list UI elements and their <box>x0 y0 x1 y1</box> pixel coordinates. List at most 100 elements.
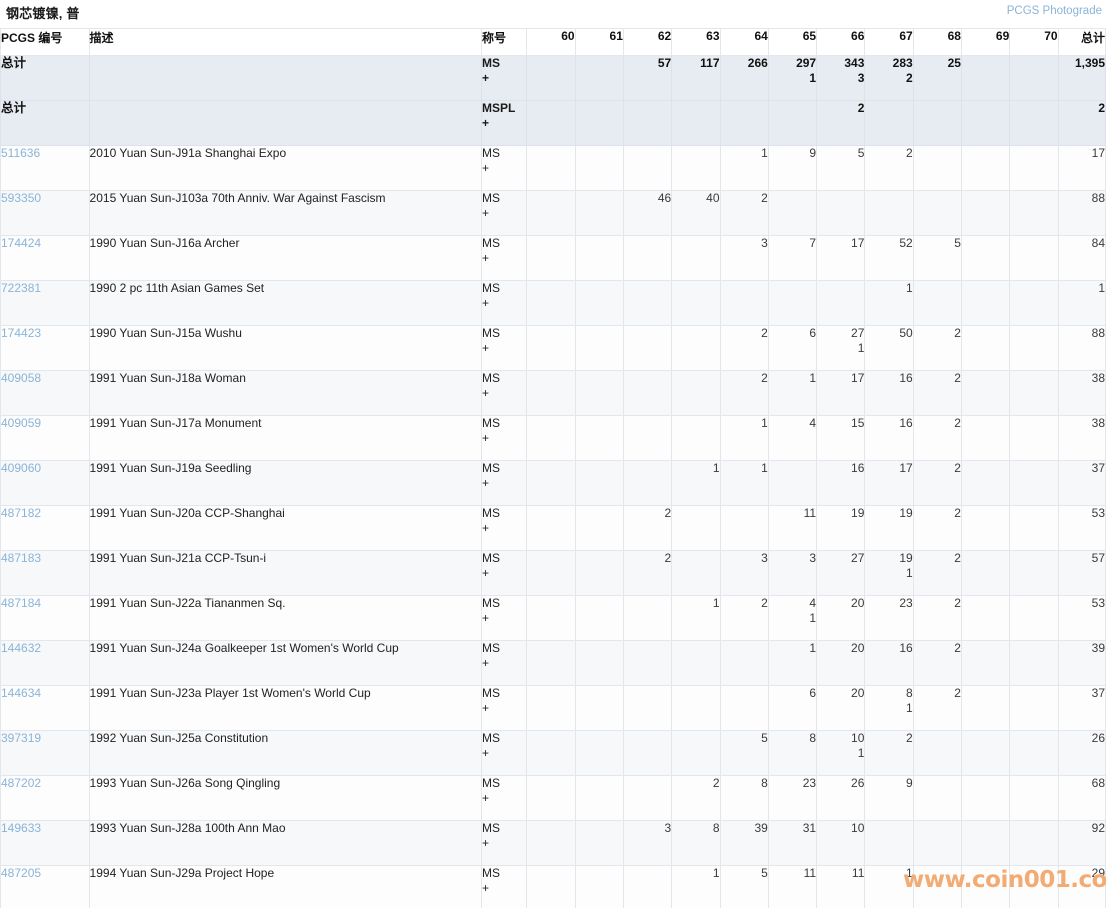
grade-count: 17 <box>899 461 913 475</box>
pcgs-number-link[interactable]: 409059 <box>1 416 42 430</box>
column-header-pcgs-number[interactable]: PCGS 编号 <box>0 28 90 56</box>
pcgs-number-link[interactable]: 144634 <box>1 686 42 700</box>
grade-cell-66: 5 <box>816 145 866 191</box>
grade-count: 31 <box>802 821 817 835</box>
grade-count: 3 <box>664 821 672 835</box>
grade-count: 8 <box>712 821 720 835</box>
column-header-grade-70[interactable]: 70 <box>1009 28 1059 56</box>
pcgs-number-link[interactable]: 409060 <box>1 461 42 475</box>
grade-count: 19 <box>899 506 913 520</box>
grade-cell-64: 1 <box>719 145 769 191</box>
grade-cell-65: 297 1 <box>767 55 818 101</box>
pcgs-number-link[interactable]: 397319 <box>1 731 42 745</box>
pcgs-number-link[interactable]: 487182 <box>1 506 42 520</box>
grade-cell-69 <box>960 370 1011 416</box>
column-header-grade-69[interactable]: 69 <box>960 28 1011 56</box>
grade-plus-count: 1 <box>809 71 817 85</box>
grade-cell-63: 1 <box>671 865 721 908</box>
total-label: 总计 <box>1 56 27 70</box>
designation-main: MS <box>482 281 501 295</box>
column-header-grade-68[interactable]: 68 <box>912 28 962 56</box>
grade-plus-count: 1 <box>857 746 865 760</box>
pcgs-number-link[interactable]: 487184 <box>1 596 42 610</box>
grade-cell-70 <box>1009 595 1059 641</box>
designation-main: MS <box>482 866 501 880</box>
pcgs-photograde-link[interactable]: PCGS Photograde <box>1006 5 1102 17</box>
grade-cell-60 <box>526 190 576 236</box>
pcgs-number-link[interactable]: 487205 <box>1 866 42 880</box>
designation-main: MS <box>482 506 501 520</box>
pcgs-number-link[interactable]: 144632 <box>1 641 42 655</box>
row-total-cell: 29 <box>1057 865 1106 908</box>
table-row: 144632 1991 Yuan Sun-J24a Goalkeeper 1st … <box>0 640 1106 686</box>
grade-cell-63: 1 <box>671 595 721 641</box>
column-header-grade-60[interactable]: 60 <box>526 28 576 56</box>
column-header-designation[interactable]: 称号 <box>481 28 528 56</box>
column-header-grade-66[interactable]: 66 <box>816 28 866 56</box>
column-header-description[interactable]: 描述 <box>88 28 483 56</box>
grade-cell-67: 17 <box>864 460 914 506</box>
column-header-grade-65[interactable]: 65 <box>767 28 818 56</box>
pcgs-number-link[interactable]: 487183 <box>1 551 42 565</box>
designation-main: MS <box>482 146 501 160</box>
grade-cell-64: 39 <box>719 820 769 866</box>
designation-main: MS <box>482 731 501 745</box>
column-header-grade-62[interactable]: 62 <box>622 28 673 56</box>
pcgs-number-link[interactable]: 722381 <box>1 281 42 295</box>
grade-cell-68 <box>912 280 962 326</box>
grade-cell-65: 7 <box>767 235 818 281</box>
grade-cell-62 <box>622 775 673 821</box>
grade-plus-count: 1 <box>857 341 865 355</box>
grade-cell-69 <box>960 235 1011 281</box>
pcgs-number-link[interactable]: 174423 <box>1 326 42 340</box>
designation-main: MS <box>482 236 501 250</box>
row-total-cell: 84 <box>1057 235 1106 281</box>
pcgs-number-link[interactable]: 409058 <box>1 371 42 385</box>
pcgs-number-cell: 174423 <box>0 325 90 371</box>
column-header-grade-61[interactable]: 61 <box>574 28 624 56</box>
grade-cell-60 <box>526 685 576 731</box>
pcgs-number-link[interactable]: 511636 <box>1 146 41 160</box>
column-header-grade-64[interactable]: 64 <box>719 28 769 56</box>
description-cell: 1992 Yuan Sun-J25a Constitution <box>88 730 483 776</box>
grade-count: 1 <box>761 416 768 430</box>
grade-cell-68: 2 <box>912 370 962 416</box>
designation-plus: + <box>482 251 490 265</box>
grade-cell-67: 2 <box>864 730 914 776</box>
grade-cell-63 <box>671 370 721 416</box>
designation-plus: + <box>482 386 490 400</box>
column-header-grade-63[interactable]: 63 <box>671 28 721 56</box>
grade-cell-64: 266 <box>719 55 769 101</box>
grade-cell-66: 15 <box>816 415 866 461</box>
grade-cell-61 <box>574 190 624 236</box>
column-header-total[interactable]: 总计 <box>1057 28 1106 56</box>
grade-cell-65: 31 <box>767 820 818 866</box>
designation-main: MS <box>482 551 501 565</box>
row-total-cell: 26 <box>1057 730 1106 776</box>
grade-count: 3 <box>761 236 768 250</box>
grade-count: 20 <box>851 686 865 700</box>
grade-count: 9 <box>906 776 913 790</box>
pcgs-number-link[interactable]: 174424 <box>1 236 42 250</box>
grade-cell-64 <box>719 685 769 731</box>
grade-cell-65 <box>767 460 818 506</box>
designation-plus: + <box>482 521 490 535</box>
column-header-grade-67[interactable]: 67 <box>864 28 914 56</box>
description-cell: 1991 Yuan Sun-J20a CCP-Shanghai <box>88 505 483 551</box>
grade-cell-65: 6 <box>767 685 818 731</box>
grade-count: 117 <box>700 56 720 70</box>
grade-cell-61 <box>574 685 624 731</box>
grade-count: 343 <box>844 56 865 70</box>
pcgs-number-cell: 174424 <box>0 235 90 281</box>
pcgs-number-link[interactable]: 487202 <box>1 776 42 790</box>
pcgs-number-cell: 487184 <box>0 595 90 641</box>
pcgs-number-link[interactable]: 149633 <box>1 821 42 835</box>
grade-cell-69 <box>960 190 1011 236</box>
grade-cell-70 <box>1009 775 1059 821</box>
grade-cell-60 <box>526 865 576 908</box>
row-total-value: 29 <box>1091 866 1105 880</box>
grade-count: 2 <box>761 191 768 205</box>
row-total-value: 57 <box>1091 551 1105 565</box>
grade-cell-60 <box>526 325 576 371</box>
pcgs-number-link[interactable]: 593350 <box>1 191 42 205</box>
